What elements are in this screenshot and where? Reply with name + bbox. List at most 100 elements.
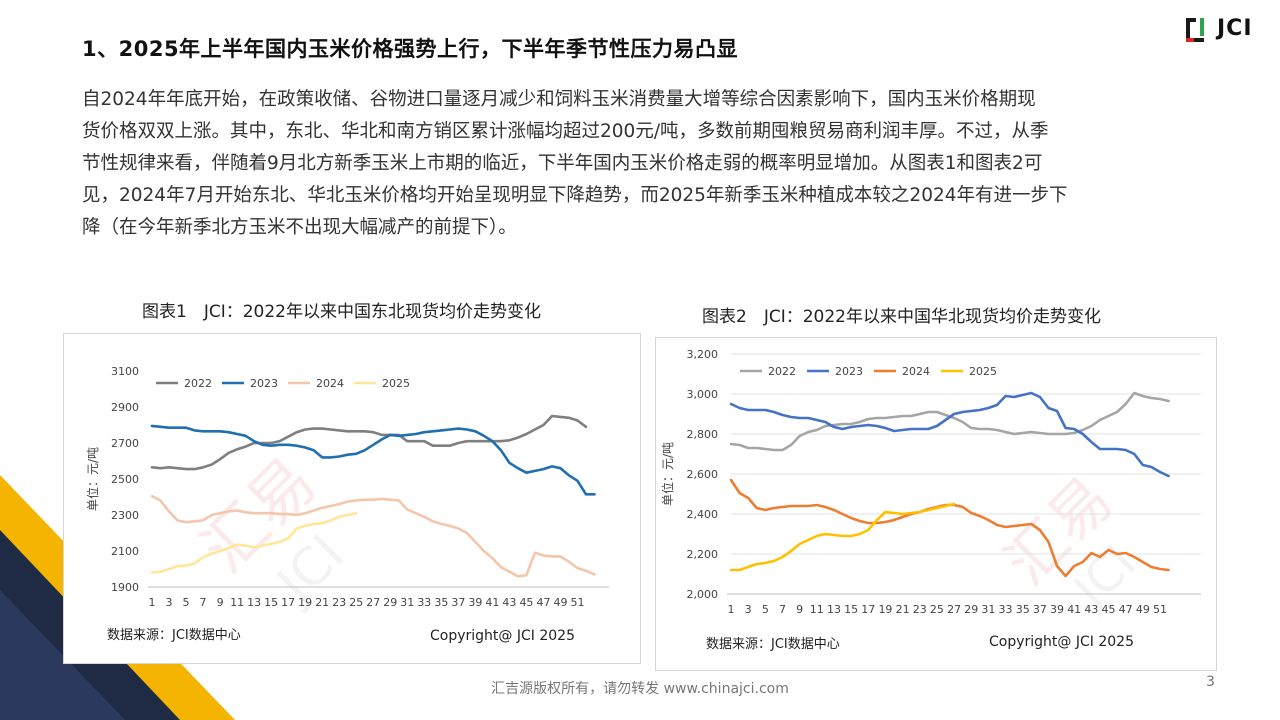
chart2-xtick: 45 (1102, 603, 1116, 616)
chart1-ytick: 2700 (111, 437, 139, 450)
chart1-legend-label: 2022 (184, 377, 212, 390)
chart1-ytick: 3100 (111, 365, 139, 378)
chart2-legend-label: 2022 (768, 365, 796, 378)
chart2-xtick: 37 (1033, 603, 1047, 616)
chart1-xtick: 51 (571, 596, 585, 609)
intro-paragraph: 自2024年年底开始，在政策收储、谷物进口量逐月减少和饲料玉米消费量大增等综合因… (82, 84, 1202, 244)
chart2-legend-label: 2025 (969, 365, 997, 378)
chart2-legend-label: 2024 (902, 365, 930, 378)
chart2-xtick: 27 (947, 603, 961, 616)
chart1-series-2025 (150, 511, 358, 574)
chart1-xtick: 27 (366, 596, 380, 609)
chart1-xtick: 45 (519, 596, 533, 609)
chart1-xtick: 9 (217, 596, 224, 609)
chart1-xtick: 15 (264, 596, 278, 609)
chart1-xtick: 13 (247, 596, 261, 609)
chart1-ytick: 2900 (111, 401, 139, 414)
chart1-xtick: 29 (383, 596, 397, 609)
chart1-series-2023 (150, 424, 596, 496)
chart1-xtick: 3 (166, 596, 173, 609)
paragraph-line: 自2024年年底开始，在政策收储、谷物进口量逐月减少和饲料玉米消费量大增等综合因… (82, 89, 1036, 110)
chart2-container: 汇易 JCI 2,000 2,200 2,400 2,600 2,800 3,000 3,2… (655, 337, 1217, 671)
chart1-xtick: 33 (417, 596, 431, 609)
chart1-legend-label: 2025 (382, 377, 410, 390)
chart2-xtick: 43 (1084, 603, 1098, 616)
chart2-series-2023 (729, 391, 1170, 478)
chart1-ytick: 1900 (111, 581, 139, 594)
chart1-ytick: 2100 (111, 545, 139, 558)
chart2-xtick: 21 (896, 603, 910, 616)
chart2-ytick: 2,200 (687, 548, 719, 561)
chart2-ytick: 3,200 (687, 348, 719, 361)
chart2-xtick: 23 (913, 603, 927, 616)
chart1-xtick: 43 (502, 596, 516, 609)
chart2-xtick: 13 (827, 603, 841, 616)
chart1-xtick: 37 (451, 596, 465, 609)
chart2-legend-label: 2023 (835, 365, 863, 378)
chart1-xtick: 17 (281, 596, 295, 609)
chart1-xtick: 25 (349, 596, 363, 609)
chart2-xtick: 7 (779, 603, 786, 616)
paragraph-line: 货价格双双上涨。其中，东北、华北和南方销区累计涨幅均超过200元/吨，多数前期囤… (82, 121, 1049, 142)
chart2-xtick: 19 (878, 603, 892, 616)
chart2-xtick: 49 (1136, 603, 1150, 616)
chart2-xtick: 9 (796, 603, 803, 616)
jci-logo (1186, 18, 1204, 42)
chart2-xtick: 17 (861, 603, 875, 616)
chart1-xtick: 1 (149, 596, 156, 609)
page-number: 3 (1206, 674, 1215, 690)
chart1-xtick: 47 (536, 596, 550, 609)
chart2-source: 数据来源：JCI数据中心 (706, 637, 840, 652)
chart2-xtick: 39 (1050, 603, 1064, 616)
chart2-xtick: 47 (1119, 603, 1133, 616)
paragraph-line: 见，2024年7月开始东北、华北玉米价格均开始呈现明显下降趋势，而2025年新季… (82, 185, 1068, 206)
chart1-ytick: 2300 (111, 509, 139, 522)
chart2-xtick: 25 (930, 603, 944, 616)
chart2-series-2022 (729, 391, 1170, 452)
chart2-ytick: 2,800 (687, 428, 719, 441)
paragraph-line: 降（在今年新季北方玉米不出现大幅减产的前提下）。 (82, 217, 517, 238)
chart1-ytick: 2500 (111, 473, 139, 486)
chart1-xtick: 19 (298, 596, 312, 609)
chart1-xtick: 41 (485, 596, 499, 609)
chart1-xtick: 23 (332, 596, 346, 609)
chart1-series-2022 (150, 414, 588, 471)
chart2-ylabel: 单位：元/吨 (660, 442, 675, 506)
chart1-xtick: 21 (315, 596, 329, 609)
chart2-xtick: 3 (745, 603, 752, 616)
chart2-xtick: 33 (999, 603, 1013, 616)
chart1-legend-label: 2023 (250, 377, 278, 390)
page-title: 1、2025年上半年国内玉米价格强势上行，下半年季节性压力易凸显 (82, 37, 739, 61)
chart2-series-2024 (729, 478, 1170, 578)
chart2-xtick: 11 (810, 603, 824, 616)
paragraph-line: 节性规律来看，伴随着9月北方新季玉米上市期的临近，下半年国内玉米价格走弱的概率明… (82, 153, 1043, 174)
chart1-xtick: 11 (230, 596, 244, 609)
chart2-ytick: 3,000 (687, 388, 719, 401)
chart1-xtick: 35 (434, 596, 448, 609)
chart1-ylabel: 单位：元/吨 (85, 447, 100, 511)
chart2-xtick: 15 (844, 603, 858, 616)
chart2-ytick: 2,000 (687, 588, 719, 601)
logo-text: JCI (1217, 16, 1253, 41)
chart1-title: 图表1 JCI：2022年以来中国东北现货均价走势变化 (142, 302, 541, 322)
chart2-watermark: 汇易 JCI (976, 418, 1206, 642)
chart2-xtick: 31 (981, 603, 995, 616)
chart2-title: 图表2 JCI：2022年以来中国华北现货均价走势变化 (702, 307, 1101, 327)
chart2-xtick: 5 (762, 603, 769, 616)
chart1-xtick: 7 (200, 596, 207, 609)
chart2-ytick: 2,400 (687, 508, 719, 521)
chart1-series-2024 (150, 494, 596, 578)
chart1-xtick: 31 (400, 596, 414, 609)
chart1-source: 数据来源：JCI数据中心 (107, 628, 241, 643)
chart2-xtick: 1 (728, 603, 735, 616)
chart2-xtick: 29 (964, 603, 978, 616)
chart2-copyright: Copyright@ JCI 2025 (989, 634, 1134, 650)
footer-copyright: 汇吉源版权所有，请勿转发 www.chinajci.com (491, 681, 789, 697)
chart1-container: 汇易 JCI 1900 2100 2300 2500 2700 2900 3100 1 3 5 7 9… (63, 333, 641, 664)
chart1-xtick: 5 (183, 596, 190, 609)
chart2-ytick: 2,600 (687, 468, 719, 481)
chart1-copyright: Copyright@ JCI 2025 (430, 628, 575, 644)
chart2-xtick: 35 (1016, 603, 1030, 616)
